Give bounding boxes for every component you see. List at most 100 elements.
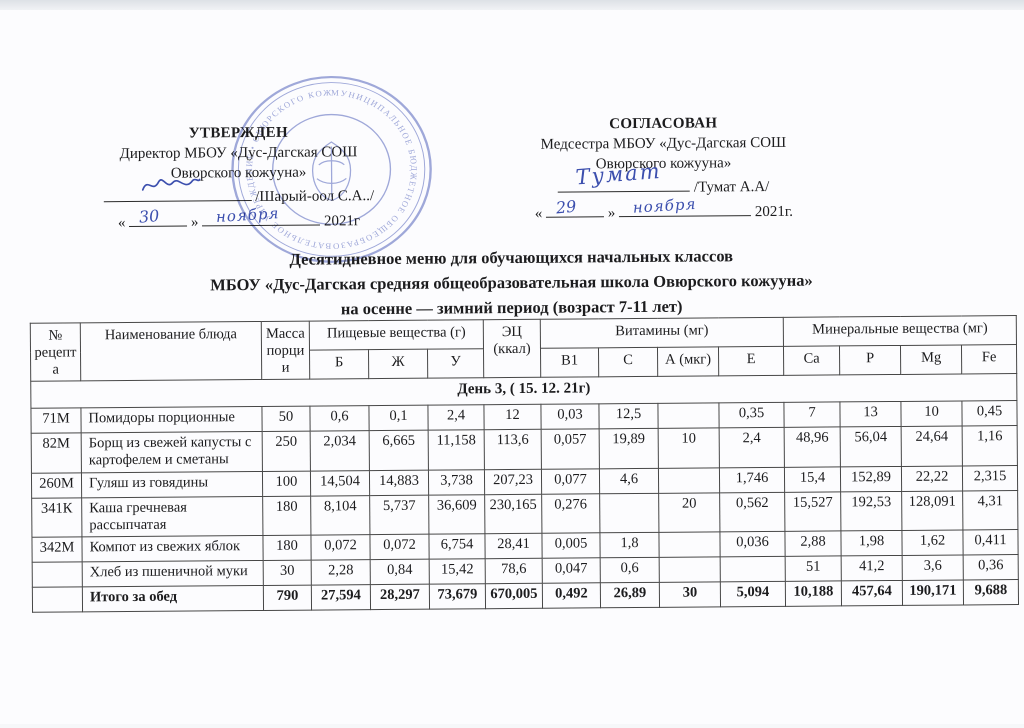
value-cell	[720, 556, 786, 582]
day-blank: 30	[129, 206, 188, 228]
dish-name-cell: Итого за обед	[82, 585, 264, 612]
agreed-year: 2021г.	[754, 203, 794, 221]
value-cell: 12,5	[598, 403, 659, 430]
value-cell: 41,2	[841, 555, 903, 581]
value-cell: 30	[263, 559, 312, 586]
recipe-no-cell: 82М	[31, 433, 82, 473]
value-cell: 0,057	[541, 429, 600, 469]
value-cell: 457,64	[841, 580, 903, 606]
value-cell: 0,1	[368, 405, 429, 431]
value-cell: 3,738	[428, 469, 485, 495]
value-cell: 5,094	[720, 581, 786, 607]
col-header-carbs: У	[427, 348, 484, 379]
month-blank: ноября	[618, 195, 752, 218]
value-cell	[599, 492, 659, 533]
value-cell: 26,89	[600, 582, 660, 608]
value-cell: 0,072	[369, 533, 430, 560]
value-cell: 7	[783, 402, 841, 428]
value-cell: 0,047	[542, 557, 601, 584]
value-cell: 0,411	[962, 529, 1019, 555]
value-cell: 0,36	[963, 554, 1019, 580]
menu-table: № рецепта Наименование блюда Масса порци…	[30, 315, 1019, 613]
col-header-energy: ЭЦ (ккал)	[483, 319, 541, 379]
document-title: Десятидневное меню для обучающихся начал…	[0, 242, 1024, 324]
recipe-no-cell: 71М	[30, 408, 82, 434]
value-cell: 11,158	[428, 430, 485, 470]
value-cell: 2,88	[784, 530, 842, 557]
approved-org-line2: Овюрского кожууна»	[170, 164, 307, 182]
col-header-c: С	[598, 347, 658, 378]
approved-title: УТВЕРЖДЕН	[188, 124, 288, 142]
col-header-b1: В1	[540, 347, 599, 378]
value-cell: 50	[261, 406, 311, 432]
value-cell: 1,62	[901, 529, 964, 556]
document-content: УТВЕРЖДЕН Директор МБОУ «Дус-Дагская СОШ…	[0, 6, 1024, 728]
recipe-no-cell: 260М	[31, 472, 82, 498]
dish-name-cell: Хлеб из пшеничной муки	[82, 560, 264, 587]
col-header-dish: Наименование блюда	[80, 321, 262, 382]
value-cell: 78,6	[485, 558, 543, 584]
recipe-no-cell: 342М	[31, 536, 83, 563]
value-cell: 0,84	[370, 558, 430, 585]
col-header-portion: Масса порции	[261, 321, 310, 380]
value-cell: 15,42	[429, 558, 486, 584]
value-cell: 4,6	[599, 467, 659, 494]
col-header-fe: Fe	[961, 344, 1017, 375]
value-cell	[658, 531, 721, 558]
value-cell: 230,165	[484, 493, 542, 534]
agreed-org-line2: Овюрского кожууна»	[595, 154, 732, 172]
value-cell: 14,883	[369, 469, 429, 496]
col-header-a: А (мкг)	[657, 347, 719, 377]
value-cell: 20	[658, 492, 720, 533]
value-cell: 0,562	[719, 491, 785, 532]
director-name: /Шарый-оол С.А../	[255, 188, 375, 206]
value-cell: 3,6	[902, 554, 964, 581]
value-cell: 22,22	[901, 465, 963, 491]
col-header-fat: Ж	[368, 349, 428, 379]
dish-name-cell: Помидоры порционные	[80, 406, 263, 434]
value-cell: 128,091	[901, 490, 963, 531]
value-cell: 190,171	[902, 579, 964, 606]
approved-signature-line: /Шарый-оол С.А../	[69, 178, 409, 209]
value-cell: 2,28	[311, 559, 371, 585]
value-cell: 1,98	[840, 530, 903, 556]
value-cell: 0,005	[541, 532, 601, 559]
value-cell: 0,6	[600, 557, 660, 583]
handwritten-month: ноября	[632, 195, 697, 217]
value-cell: 19,89	[599, 428, 659, 469]
col-header-e: Е	[718, 346, 784, 377]
value-cell	[658, 467, 720, 493]
value-cell: 0,03	[540, 404, 600, 430]
agreed-date-line: « 29 » ноября 2021г.	[461, 195, 867, 225]
quote-close: »	[190, 214, 199, 231]
value-cell: 0,6	[309, 405, 370, 432]
month-blank: ноября	[202, 204, 321, 227]
dish-name-cell: Гуляш из говядины	[81, 471, 263, 498]
value-cell: 207,23	[484, 468, 542, 495]
value-cell: 15,4	[784, 466, 841, 492]
value-cell: 0,077	[541, 468, 600, 494]
value-cell: 0,492	[542, 582, 601, 609]
nurse-name: /Тумат А.А/	[693, 179, 770, 196]
value-cell: 113,6	[484, 429, 542, 470]
value-cell: 670,005	[485, 583, 543, 609]
paper-page: УТВЕРЖДЕН Директор МБОУ «Дус-Дагская СОШ…	[0, 10, 1024, 724]
value-cell: 48,96	[784, 427, 841, 467]
value-cell: 28,297	[370, 583, 430, 610]
approved-org-line1: Директор МБОУ «Дус-Дагская СОШ	[119, 144, 358, 162]
value-cell: 1,16	[962, 425, 1018, 466]
value-cell: 6,665	[369, 430, 429, 471]
col-header-minerals: Минеральные вещества (мг)	[783, 315, 1017, 347]
value-cell: 28,41	[484, 533, 543, 559]
value-cell: 100	[262, 470, 311, 497]
approved-year: 2021г	[323, 213, 361, 230]
value-cell: 10,188	[785, 580, 842, 607]
value-cell: 73,679	[429, 583, 486, 609]
value-cell: 9,688	[963, 579, 1019, 605]
value-cell: 0,35	[718, 402, 785, 429]
value-cell: 790	[263, 584, 312, 611]
dish-name-cell: Борщ из свежей капусты с картофелем и см…	[81, 431, 263, 473]
recipe-no-cell	[32, 561, 83, 588]
agreed-block: СОГЛАСОВАН Медсестра МБОУ «Дус-Дагская С…	[460, 113, 867, 225]
